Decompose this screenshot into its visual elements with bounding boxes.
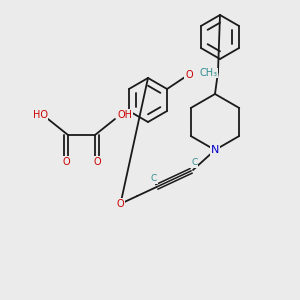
Text: OH: OH <box>118 110 133 120</box>
Text: N: N <box>211 145 219 155</box>
Text: O: O <box>117 199 124 209</box>
Text: O: O <box>185 70 193 80</box>
Text: C: C <box>151 174 157 183</box>
Text: CH₃: CH₃ <box>199 68 217 78</box>
Text: C: C <box>191 158 197 167</box>
Text: HO: HO <box>32 110 47 120</box>
Text: O: O <box>62 157 70 167</box>
Text: O: O <box>93 157 101 167</box>
